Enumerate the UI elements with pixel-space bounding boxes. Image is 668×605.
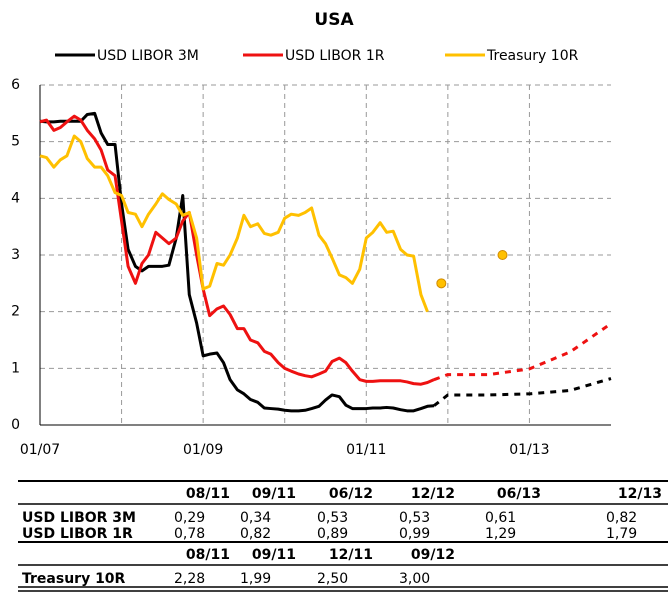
row-label: USD LIBOR 3M [22, 510, 136, 526]
series-line [39, 134, 429, 313]
table-cell: 0,82 [606, 510, 637, 526]
table-cell: 0,89 [317, 526, 348, 542]
table-cell: 0,82 [240, 526, 271, 542]
column-header: 08/11 [186, 486, 230, 502]
legend-label: USD LIBOR 3M [97, 48, 199, 64]
x-tick-label: 01/07 [20, 442, 60, 458]
column-header: 09/12 [411, 547, 455, 563]
table-cell: 0,53 [317, 510, 348, 526]
table-cell: 0,99 [399, 526, 430, 542]
y-tick-label: 0 [11, 417, 20, 433]
x-tick-label: 01/11 [346, 442, 386, 458]
table-cell: 0,53 [399, 510, 430, 526]
y-tick-label: 3 [11, 247, 20, 263]
row-label: USD LIBOR 1R [22, 526, 133, 542]
table-cell: 1,29 [485, 526, 516, 542]
chart-title: USA [314, 10, 354, 30]
table-cell: 0,34 [240, 510, 271, 526]
y-tick-label: 5 [11, 134, 20, 150]
legend-label: Treasury 10R [486, 48, 579, 64]
forecast-point [497, 250, 508, 260]
y-tick-label: 2 [11, 304, 20, 320]
column-header: 08/11 [186, 547, 230, 563]
column-header: 06/13 [497, 486, 541, 502]
table-cell: 1,99 [240, 571, 271, 587]
forecast-line [433, 377, 612, 407]
table-cell: 0,29 [174, 510, 205, 526]
column-header: 09/11 [252, 547, 296, 563]
table-cell: 0,61 [485, 510, 516, 526]
table-cell: 3,00 [399, 571, 430, 587]
table-cell: 0,78 [174, 526, 205, 542]
column-header: 06/12 [329, 486, 373, 502]
table-cell: 2,28 [174, 571, 205, 587]
column-header: 09/11 [252, 486, 296, 502]
x-tick-label: 01/13 [509, 442, 549, 458]
table-cell: 1,79 [606, 526, 637, 542]
column-header: 12/13 [618, 486, 662, 502]
table-cell: 2,50 [317, 571, 348, 587]
series-line [39, 114, 435, 386]
column-header: 12/11 [329, 547, 373, 563]
y-tick-label: 6 [11, 77, 20, 93]
x-tick-label: 01/09 [183, 442, 223, 458]
y-tick-label: 4 [11, 190, 20, 206]
forecast-point [436, 278, 447, 289]
forecast-line [433, 322, 612, 382]
column-header: 12/12 [411, 486, 455, 502]
series-line [39, 111, 435, 413]
row-label: Treasury 10R [22, 571, 126, 587]
y-tick-label: 1 [11, 360, 20, 376]
legend-label: USD LIBOR 1R [285, 48, 385, 64]
